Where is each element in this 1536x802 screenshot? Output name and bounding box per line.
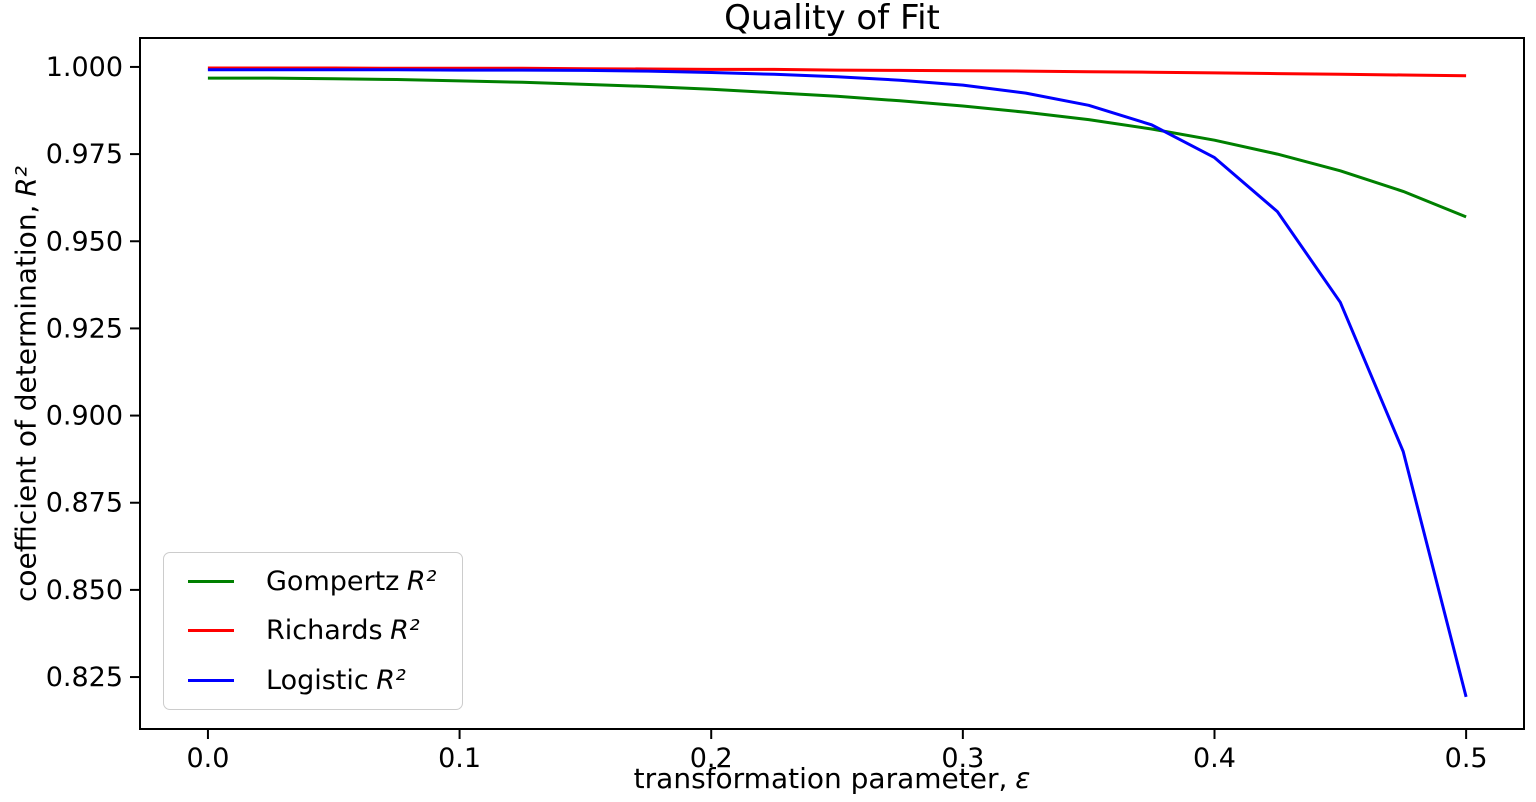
y-tick-label: 0.925: [46, 313, 123, 344]
x-tick-label: 0.5: [1445, 743, 1488, 774]
y-tick-label: 0.850: [46, 575, 123, 606]
chart-title: Quality of Fit: [724, 0, 940, 38]
y-tick-label: 1.000: [46, 52, 123, 83]
y-tick-label: 0.950: [46, 226, 123, 257]
x-tick-label: 0.1: [438, 743, 481, 774]
series-line-gompertz: [207, 76, 1467, 219]
legend-label: Richards R²: [266, 615, 420, 647]
x-tick-label: 0.4: [1193, 743, 1236, 774]
y-tick-label: 0.825: [46, 662, 123, 693]
x-tick-label: 0.3: [941, 743, 984, 774]
y-tick-label: 0.875: [46, 488, 123, 519]
x-axis-label-symbol: ε: [1015, 762, 1031, 795]
y-tick-label: 0.975: [46, 139, 123, 170]
x-axis-label: transformation parameter, ε: [140, 762, 1524, 795]
legend-line-sample-gompertz: [188, 580, 234, 584]
axes-spines: [139, 37, 1525, 730]
legend-line-sample-richards: [188, 629, 234, 633]
legend-label: Logistic R²: [266, 664, 406, 696]
legend-label: Gompertz R²: [266, 566, 437, 598]
legend: Gompertz R² Richards R² Logistic R²: [163, 552, 463, 710]
legend-line-sample-logistic: [188, 678, 234, 682]
series-line-richards: [207, 66, 1467, 78]
x-tick-label: 0.2: [690, 743, 733, 774]
x-axis-label-text: transformation parameter,: [633, 762, 1008, 795]
legend-entry-gompertz: Gompertz R²: [164, 566, 462, 597]
legend-entry-logistic: Logistic R²: [164, 665, 462, 696]
y-tick-label: 0.900: [46, 401, 123, 432]
legend-entry-richards: Richards R²: [164, 615, 462, 646]
x-tick-label: 0.0: [186, 743, 229, 774]
series-line-logistic: [207, 68, 1468, 698]
